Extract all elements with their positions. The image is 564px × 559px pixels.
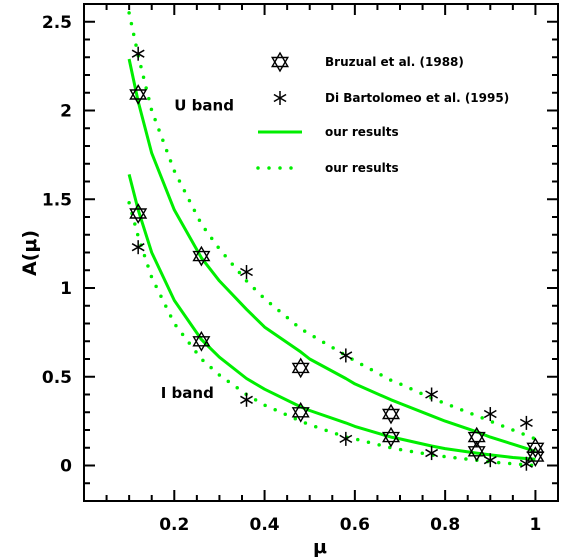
marker-stroke <box>339 434 353 444</box>
dotted-model-curve <box>127 201 538 468</box>
dibartolomeo-point <box>519 415 533 430</box>
marker-stroke <box>131 49 145 58</box>
marker-triangle-up <box>381 426 401 443</box>
marker-triangle-up <box>467 440 486 457</box>
bruzual-point <box>192 245 211 267</box>
x-tick-label: 0.2 <box>159 515 189 535</box>
x-axis-title: μ <box>313 536 327 558</box>
legend-label: our results <box>325 125 399 139</box>
marker-triangle-down <box>291 362 310 379</box>
marker-stroke <box>519 459 533 468</box>
dibartolomeo-point <box>240 265 253 280</box>
i-band-label: I band <box>161 384 214 402</box>
legend-label: Di Bartolomeo et al. (1995) <box>325 91 509 105</box>
marker-triangle-up <box>192 245 211 262</box>
marker-triangle-down <box>129 208 148 224</box>
marker-stroke <box>240 395 253 404</box>
x-tick-label: 0.8 <box>430 515 460 535</box>
bruzual-point <box>291 401 310 423</box>
marker-triangle-down <box>129 89 148 105</box>
marker-triangle-up <box>129 84 148 100</box>
dibartolomeo-point <box>425 387 439 402</box>
marker-triangle-up <box>270 51 290 68</box>
y-tick-label: 1 <box>60 279 72 299</box>
x-tick-label: 0.6 <box>340 515 370 535</box>
axis-ticks <box>84 3 558 501</box>
y-tick-label: 2.5 <box>42 13 72 33</box>
dibartolomeo-point <box>339 348 353 363</box>
dibartolomeo-point <box>483 453 497 468</box>
solid-model-curve <box>127 58 536 453</box>
bruzual-point <box>291 357 310 379</box>
bruzual-point <box>129 84 148 105</box>
marker-triangle-down <box>291 407 310 423</box>
marker-triangle-down <box>192 250 211 267</box>
y-tick-label: 0.5 <box>42 368 72 388</box>
dibartolomeo-point <box>339 431 353 446</box>
legend-dibartolomeo-symbol <box>273 91 287 105</box>
bruzual-point <box>381 403 401 425</box>
marker-triangle-down <box>381 408 401 425</box>
bruzual-point <box>526 446 545 467</box>
marker-triangle-down <box>270 56 290 73</box>
marker-triangle-down <box>526 451 545 467</box>
marker-stroke <box>519 418 533 428</box>
u-band-label: U band <box>174 97 234 115</box>
legend-label: our results <box>325 161 399 175</box>
x-tick-label: 1 <box>530 515 542 535</box>
solid-model-curve <box>127 174 536 461</box>
dibartolomeo-point <box>519 456 533 471</box>
y-axis-title: A(μ) <box>19 230 41 276</box>
marker-stroke <box>483 456 497 465</box>
marker-triangle-up <box>291 357 310 374</box>
legend: Bruzual et al. (1988) Di Bartolomeo et al… <box>256 51 509 175</box>
marker-triangle-up <box>291 401 310 418</box>
bruzual-point <box>192 330 211 352</box>
data-markers <box>129 46 545 471</box>
y-tick-labels: 0 0.5 1 1.5 2 2.5 <box>42 13 72 477</box>
dibartolomeo-point <box>131 240 145 255</box>
marker-triangle-down <box>467 446 486 462</box>
y-tick-label: 2 <box>60 102 72 122</box>
marker-stroke <box>131 243 145 252</box>
marker-triangle-up <box>381 403 401 420</box>
marker-stroke <box>483 409 497 419</box>
dibartolomeo-point <box>425 446 439 461</box>
plot-frame <box>83 3 559 502</box>
bruzual-point <box>467 440 486 462</box>
marker-triangle-down <box>381 431 401 448</box>
annotations: U band I band <box>161 97 234 403</box>
bruzual-point <box>129 203 148 224</box>
marker-triangle-down <box>192 336 211 352</box>
marker-triangle-down <box>526 442 545 459</box>
y-tick-label: 1.5 <box>42 190 72 210</box>
marker-triangle-up <box>129 203 148 219</box>
marker-stroke <box>425 448 439 458</box>
marker-stroke <box>339 351 353 360</box>
y-tick-label: 0 <box>60 457 72 477</box>
marker-stroke <box>240 267 253 277</box>
x-tick-labels: 0.2 0.4 0.6 0.8 1 <box>159 515 541 535</box>
marker-stroke <box>425 390 439 399</box>
dibartolomeo-point <box>131 46 145 61</box>
legend-bruzual-symbol <box>270 51 290 73</box>
marker-stroke <box>273 93 287 103</box>
bruzual-point <box>381 426 401 448</box>
marker-triangle-up <box>192 330 211 347</box>
marker-triangle-up <box>526 446 545 462</box>
x-tick-label: 0.4 <box>250 515 280 535</box>
dibartolomeo-point <box>483 407 497 422</box>
dotted-model-curve <box>127 11 538 441</box>
legend-label: Bruzual et al. (1988) <box>325 55 464 69</box>
dibartolomeo-point <box>240 392 253 407</box>
marker-triangle-down <box>467 431 486 448</box>
